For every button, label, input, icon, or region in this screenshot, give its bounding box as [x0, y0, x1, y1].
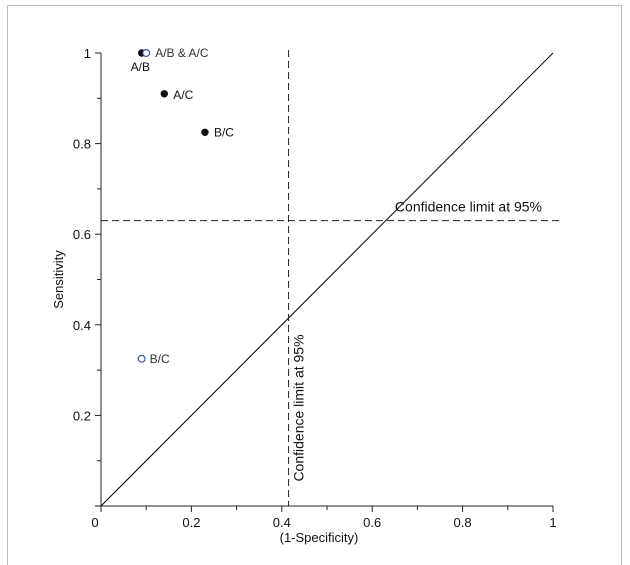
data-point-label: B/C	[214, 125, 234, 139]
data-point-label: A/C	[173, 88, 193, 102]
chart-frame	[7, 5, 622, 565]
y-tick-label: 0.8	[73, 137, 91, 152]
vertical-confidence-label: Confidence limit at 95%	[291, 334, 307, 481]
y-tick-label: 0.4	[73, 318, 91, 333]
diagonal-reference-line	[100, 52, 554, 507]
x-tick-label: 0.2	[182, 515, 200, 530]
y-axis-title: Sensitivity	[51, 250, 66, 309]
x-tick-label: 0.8	[454, 515, 472, 530]
x-tick-label: 1	[549, 515, 556, 530]
x-axis-title: (1-Specificity)	[280, 530, 359, 545]
horizontal-confidence-label: Confidence limit at 95%	[395, 199, 542, 215]
x-tick-label: 0	[91, 515, 98, 530]
filled-data-point	[201, 128, 209, 136]
open-data-point	[137, 354, 146, 363]
reference-lines: Confidence limit at 95% Confidence limit …	[100, 50, 559, 507]
y-tick-label: 0.2	[73, 408, 91, 423]
data-points: A/B A/C B/C A/B & A/C B/C	[131, 46, 235, 366]
axes: 0 0.2 0.4 0.6 0.8 1 0.2 0.4 0.6 0.8 1	[73, 46, 557, 530]
open-data-point	[142, 48, 151, 57]
filled-data-point	[160, 90, 168, 98]
x-tick-label: 0.4	[273, 515, 291, 530]
y-tick-label: 0.6	[73, 227, 91, 242]
x-tick-label: 0.6	[363, 515, 381, 530]
y-tick-label: 1	[84, 46, 91, 61]
data-point-label: A/B	[131, 60, 150, 74]
data-point-label: B/C	[150, 352, 170, 366]
data-point-label: A/B & A/C	[155, 46, 209, 60]
